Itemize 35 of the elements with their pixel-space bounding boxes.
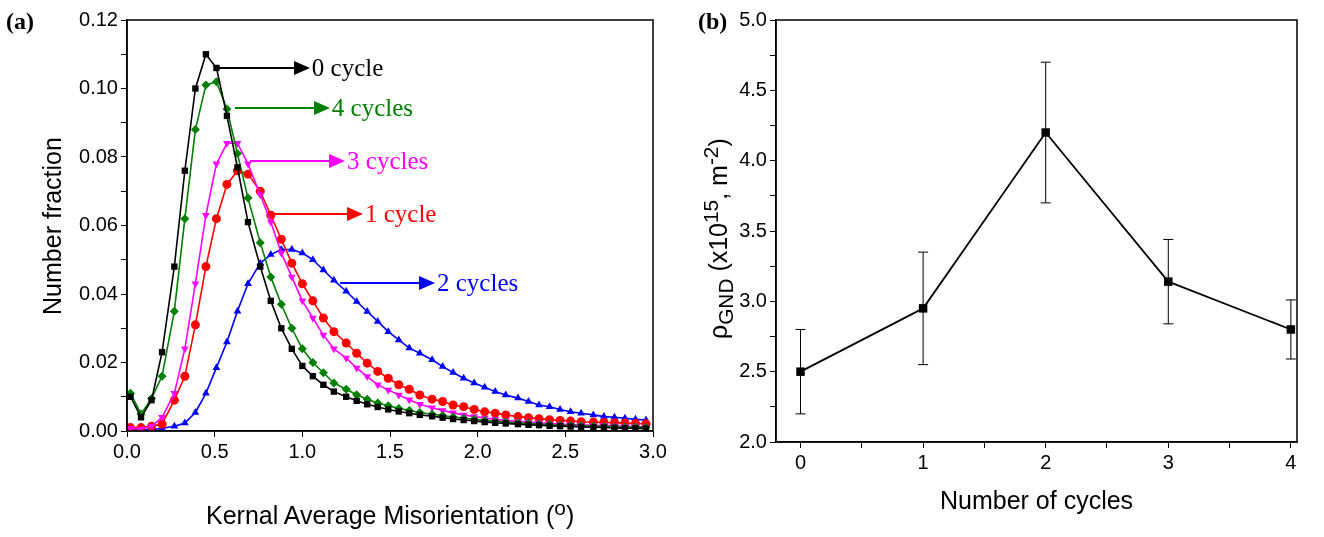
y-tick-label: 0.10 (79, 76, 118, 99)
legend-label: 2 cycles (437, 269, 519, 297)
y-tick-label: 3.5 (739, 218, 767, 241)
x-tick-label: 2 (1040, 450, 1052, 473)
x-tick-label: 0.0 (113, 439, 141, 462)
y-tick-label: 5.0 (739, 7, 767, 30)
legend-label: 3 cycles (347, 146, 429, 174)
chart-title: (a) (6, 8, 34, 35)
chart-title: (b) (698, 8, 728, 35)
legend-label: 4 cycles (331, 93, 414, 121)
x-tick-label: 0 (794, 450, 807, 473)
y-tick-label: 0.12 (79, 7, 118, 30)
x-tick-label: 3.0 (639, 439, 667, 462)
y-axis-title: Number fraction (36, 136, 67, 315)
y-tick-label: 3.0 (739, 288, 767, 311)
x-tick-label: 1.5 (376, 439, 404, 462)
x-tick-label: 3 (1162, 450, 1174, 473)
y-tick-label: 4.5 (739, 77, 767, 100)
x-tick-label: 1 (917, 450, 929, 473)
y-tick-label: 0.06 (79, 213, 118, 236)
x-tick-label: 2.0 (463, 439, 492, 462)
legend-label: 1 cycle (364, 199, 437, 227)
x-tick-label: 0.5 (200, 439, 229, 462)
x-tick-label: 4 (1285, 450, 1297, 473)
y-tick-label: 2.5 (739, 359, 767, 382)
x-tick-label: 2.5 (551, 439, 580, 462)
y-tick-label: 0.08 (79, 144, 118, 167)
y-tick-label: 4.0 (739, 148, 767, 171)
x-axis-title: Number of cycles (940, 485, 1134, 515)
x-tick-label: 1.0 (288, 439, 317, 462)
y-tick-label: 0.04 (79, 281, 118, 304)
y-tick-label: 0.02 (79, 350, 118, 373)
x-axis-title: Kernal Average Misorientation ($^{o}$) (206, 495, 575, 531)
legend-label: 0 cycle (311, 54, 384, 82)
y-tick-label: 0.00 (79, 418, 118, 441)
